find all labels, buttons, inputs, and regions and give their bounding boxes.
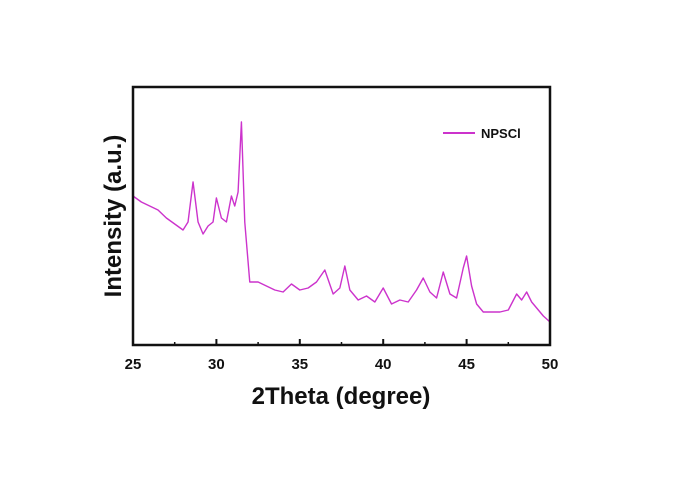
legend-label: NPSCl — [481, 126, 521, 141]
x-tick-label-45: 45 — [458, 356, 475, 373]
legend: NPSCl — [443, 126, 521, 141]
y-axis-title: Intensity (a.u.) — [100, 135, 127, 298]
x-tick-label-30: 30 — [208, 356, 225, 373]
x-tick-label-25: 25 — [125, 356, 142, 373]
x-axis-ticks: 25 30 35 40 45 50 — [125, 339, 559, 373]
series-line-npscl — [132, 121, 551, 323]
x-tick-label-50: 50 — [542, 356, 559, 373]
x-tick-label-35: 35 — [291, 356, 308, 373]
x-tick-label-40: 40 — [375, 356, 392, 373]
x-axis-title: 2Theta (degree) — [252, 383, 431, 410]
